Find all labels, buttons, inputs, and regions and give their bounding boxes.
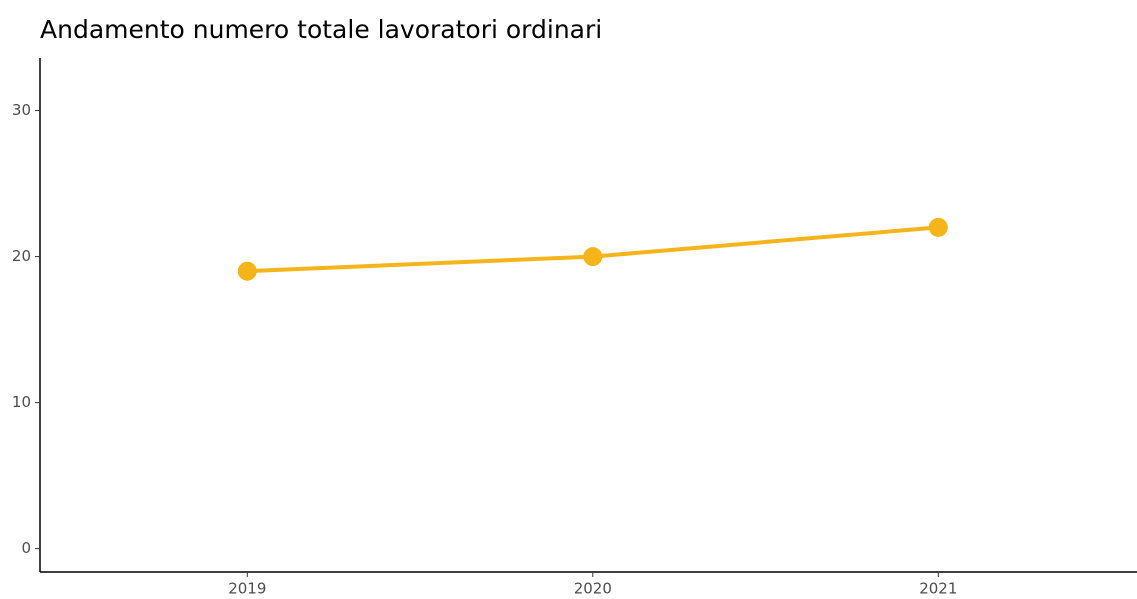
chart-title: Andamento numero totale lavoratori ordin… [40,15,602,44]
point [583,247,603,267]
x-tick-label: 2020 [574,580,612,598]
x-tick-label: 2021 [919,580,957,598]
point [237,261,257,281]
y-tick-label: 30 [12,101,31,119]
y-tick-label: 0 [21,539,31,557]
y-tick-label: 20 [12,247,31,265]
x-tick-label: 2019 [228,580,266,598]
point [928,217,948,237]
y-tick-label: 10 [12,393,31,411]
